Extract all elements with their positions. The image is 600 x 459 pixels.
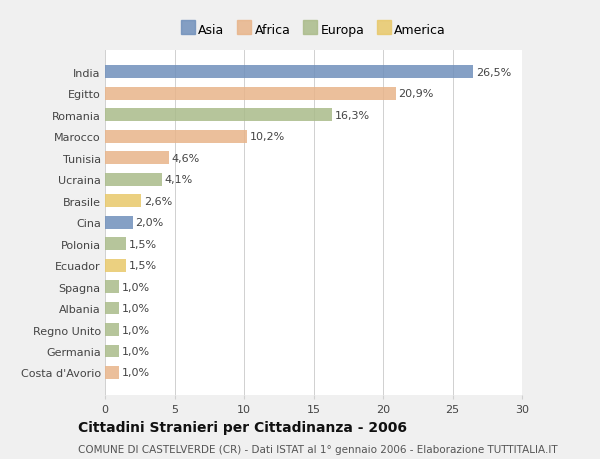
Bar: [105, 366, 119, 379]
Text: 1,0%: 1,0%: [122, 303, 150, 313]
Bar: [105, 238, 126, 251]
Bar: [105, 195, 141, 207]
Bar: [105, 280, 119, 293]
Text: 4,1%: 4,1%: [165, 175, 193, 185]
Bar: [105, 130, 247, 143]
Bar: [105, 216, 133, 229]
Text: 10,2%: 10,2%: [250, 132, 285, 142]
Text: 2,6%: 2,6%: [144, 196, 172, 206]
Text: 20,9%: 20,9%: [398, 89, 434, 99]
Bar: [105, 66, 473, 79]
Bar: [105, 174, 162, 186]
Text: 1,5%: 1,5%: [128, 261, 157, 270]
Text: 1,5%: 1,5%: [128, 239, 157, 249]
Bar: [105, 88, 395, 101]
Bar: [105, 302, 119, 315]
Bar: [105, 109, 332, 122]
Text: 1,0%: 1,0%: [122, 368, 150, 378]
Text: 16,3%: 16,3%: [334, 111, 370, 120]
Text: 26,5%: 26,5%: [476, 67, 511, 78]
Bar: [105, 323, 119, 336]
Text: 4,6%: 4,6%: [172, 153, 200, 163]
Bar: [105, 152, 169, 165]
Text: 1,0%: 1,0%: [122, 282, 150, 292]
Bar: [105, 259, 126, 272]
Text: COMUNE DI CASTELVERDE (CR) - Dati ISTAT al 1° gennaio 2006 - Elaborazione TUTTIT: COMUNE DI CASTELVERDE (CR) - Dati ISTAT …: [78, 444, 557, 454]
Text: 1,0%: 1,0%: [122, 346, 150, 356]
Text: 1,0%: 1,0%: [122, 325, 150, 335]
Bar: [105, 345, 119, 358]
Legend: Asia, Africa, Europa, America: Asia, Africa, Europa, America: [176, 19, 451, 42]
Text: 2,0%: 2,0%: [136, 218, 164, 228]
Text: Cittadini Stranieri per Cittadinanza - 2006: Cittadini Stranieri per Cittadinanza - 2…: [78, 420, 407, 434]
